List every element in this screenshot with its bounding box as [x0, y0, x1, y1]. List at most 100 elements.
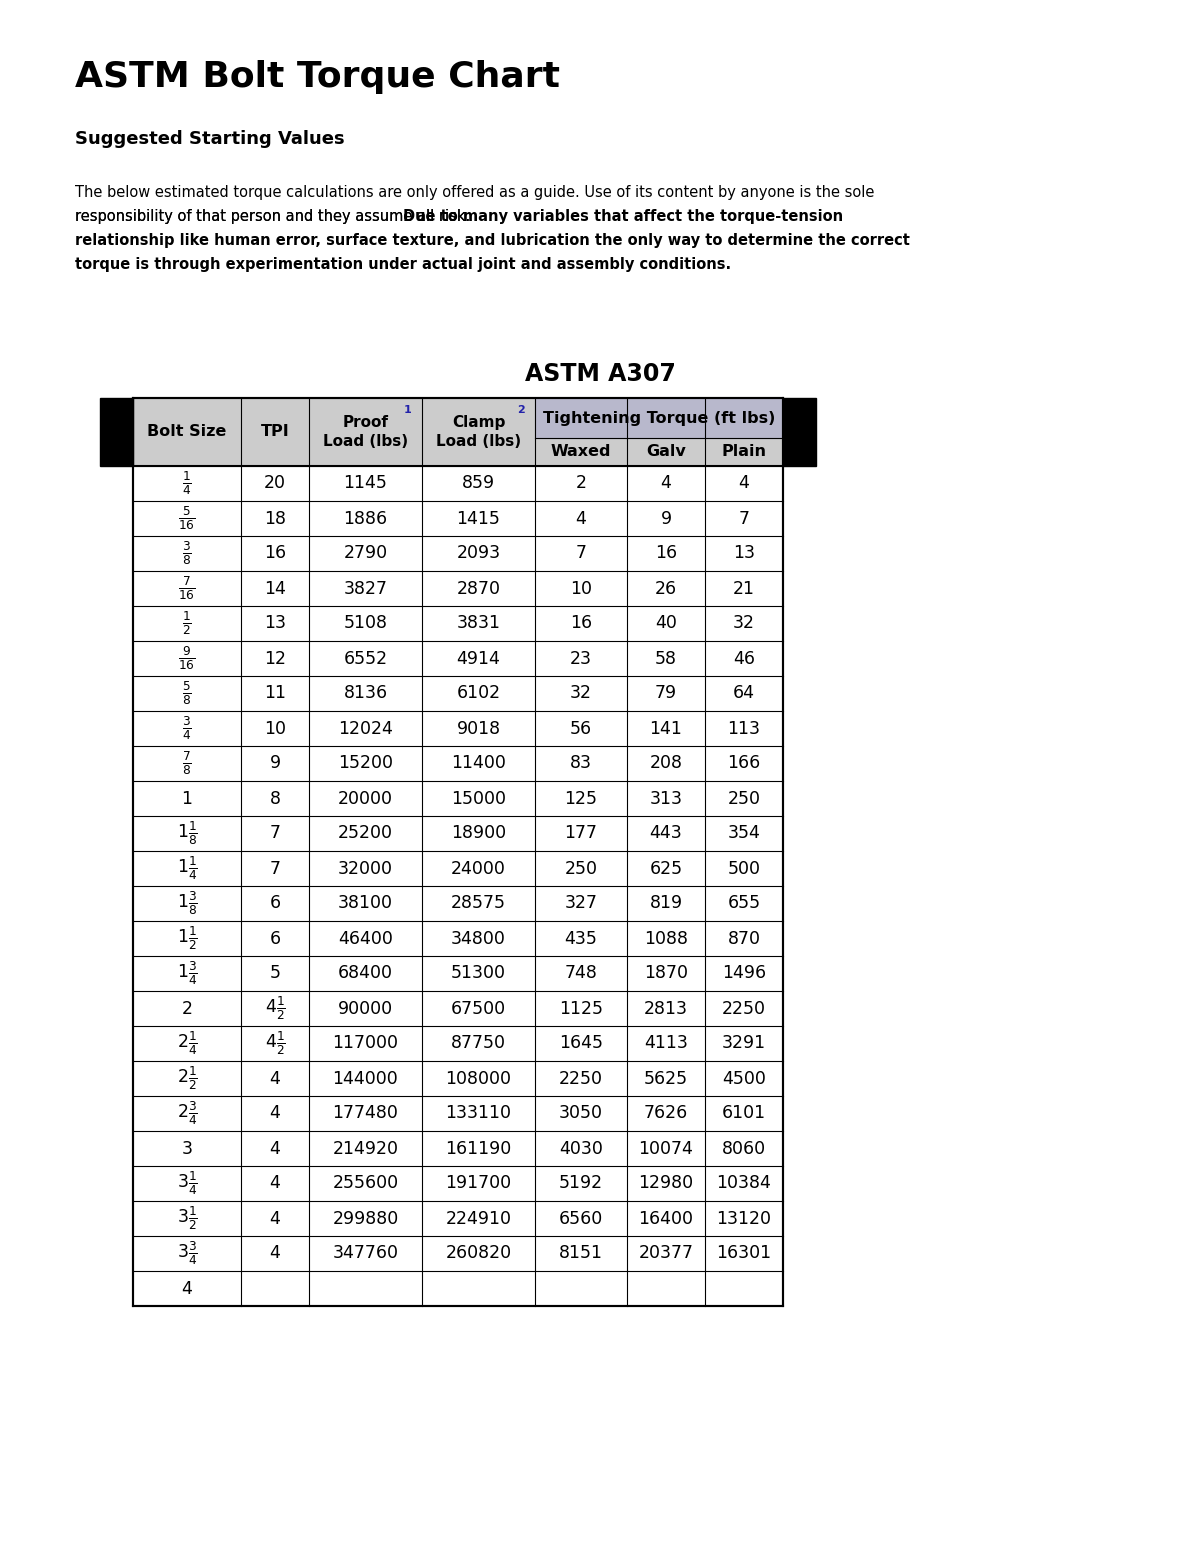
- Text: 6101: 6101: [722, 1104, 766, 1123]
- Text: 177: 177: [564, 825, 598, 842]
- Text: 125: 125: [564, 789, 598, 808]
- Text: 133110: 133110: [445, 1104, 511, 1123]
- Text: 26: 26: [655, 579, 677, 598]
- Bar: [133, 745, 784, 781]
- Text: 68400: 68400: [338, 964, 394, 983]
- Text: 2: 2: [181, 1000, 192, 1017]
- Text: 655: 655: [727, 895, 761, 913]
- Bar: [133, 641, 784, 676]
- Text: 299880: 299880: [332, 1210, 398, 1227]
- Text: 1: 1: [404, 405, 412, 415]
- Text: 1886: 1886: [343, 509, 388, 528]
- Text: Waxed: Waxed: [551, 444, 611, 460]
- Bar: [535, 398, 784, 438]
- Text: responsibility of that person and they assume all risk. Due to many variables th: responsibility of that person and they a…: [74, 210, 970, 224]
- Text: 11: 11: [264, 685, 286, 702]
- Text: 2: 2: [517, 405, 524, 415]
- Bar: [133, 572, 784, 606]
- Text: ASTM A307: ASTM A307: [524, 362, 676, 387]
- Text: 9: 9: [660, 509, 672, 528]
- Text: 6560: 6560: [559, 1210, 604, 1227]
- Text: 13120: 13120: [716, 1210, 772, 1227]
- Text: 5192: 5192: [559, 1174, 604, 1193]
- Text: 3291: 3291: [722, 1034, 766, 1053]
- Text: 12980: 12980: [638, 1174, 694, 1193]
- Text: 4: 4: [270, 1104, 281, 1123]
- Text: 87750: 87750: [451, 1034, 506, 1053]
- Text: 16400: 16400: [638, 1210, 694, 1227]
- Text: 1145: 1145: [343, 475, 388, 492]
- Text: 23: 23: [570, 649, 592, 668]
- Text: Galv: Galv: [646, 444, 686, 460]
- Text: 11400: 11400: [451, 755, 506, 772]
- Text: 3831: 3831: [456, 615, 500, 632]
- Text: 3050: 3050: [559, 1104, 604, 1123]
- Text: 4113: 4113: [644, 1034, 688, 1053]
- Text: $1\frac{3}{8}$: $1\frac{3}{8}$: [176, 890, 197, 918]
- Text: 255600: 255600: [332, 1174, 398, 1193]
- Text: $3\frac{1}{4}$: $3\frac{1}{4}$: [176, 1169, 197, 1197]
- Text: $1\frac{3}{4}$: $1\frac{3}{4}$: [176, 960, 197, 988]
- Text: ASTM Bolt Torque Chart: ASTM Bolt Torque Chart: [74, 61, 560, 95]
- Text: 8: 8: [270, 789, 281, 808]
- Bar: [133, 711, 784, 745]
- Text: Clamp
Load (lbs): Clamp Load (lbs): [436, 415, 521, 449]
- Text: 313: 313: [649, 789, 683, 808]
- Text: 2250: 2250: [722, 1000, 766, 1017]
- Text: torque is through experimentation under actual joint and assembly conditions.: torque is through experimentation under …: [74, 256, 731, 272]
- Text: 250: 250: [564, 859, 598, 877]
- Text: $2\frac{1}{4}$: $2\frac{1}{4}$: [176, 1030, 197, 1058]
- Text: 5625: 5625: [644, 1070, 688, 1087]
- Text: $1\frac{1}{4}$: $1\frac{1}{4}$: [176, 854, 197, 882]
- Text: 5108: 5108: [343, 615, 388, 632]
- Text: 144000: 144000: [332, 1070, 398, 1087]
- Text: 12: 12: [264, 649, 286, 668]
- Bar: [133, 1131, 784, 1166]
- Text: $2\frac{1}{2}$: $2\frac{1}{2}$: [176, 1065, 197, 1092]
- Bar: [133, 536, 784, 572]
- Text: 10074: 10074: [638, 1140, 694, 1157]
- Text: 7626: 7626: [644, 1104, 688, 1123]
- Text: 166: 166: [727, 755, 761, 772]
- Bar: [784, 398, 816, 466]
- Text: $\frac{7}{16}$: $\frac{7}{16}$: [179, 575, 196, 603]
- Text: Tightening Torque (ft lbs): Tightening Torque (ft lbs): [542, 410, 775, 426]
- Text: 34800: 34800: [451, 930, 506, 947]
- Text: 20377: 20377: [638, 1244, 694, 1263]
- Bar: [133, 887, 784, 921]
- Text: 46400: 46400: [338, 930, 392, 947]
- Text: $\frac{5}{16}$: $\frac{5}{16}$: [179, 505, 196, 533]
- Text: 32: 32: [570, 685, 592, 702]
- Text: 113: 113: [727, 719, 761, 738]
- Text: 32000: 32000: [338, 859, 394, 877]
- Text: 191700: 191700: [445, 1174, 511, 1193]
- Text: 819: 819: [649, 895, 683, 913]
- Text: 4: 4: [738, 475, 750, 492]
- Text: $\frac{3}{4}$: $\frac{3}{4}$: [182, 714, 192, 742]
- Text: 8151: 8151: [559, 1244, 604, 1263]
- Bar: [133, 1166, 784, 1200]
- Text: 4: 4: [270, 1140, 281, 1157]
- Bar: [133, 1236, 784, 1270]
- Text: 32: 32: [733, 615, 755, 632]
- Text: $3\frac{3}{4}$: $3\frac{3}{4}$: [176, 1239, 197, 1267]
- Text: 4: 4: [181, 1280, 192, 1297]
- Text: 4030: 4030: [559, 1140, 602, 1157]
- Text: $4\frac{1}{2}$: $4\frac{1}{2}$: [265, 1030, 286, 1058]
- Text: 1645: 1645: [559, 1034, 604, 1053]
- Text: 18900: 18900: [451, 825, 506, 842]
- Text: 870: 870: [727, 930, 761, 947]
- Bar: [133, 676, 784, 711]
- Text: 2813: 2813: [644, 1000, 688, 1017]
- Bar: [133, 466, 784, 502]
- Text: 2: 2: [576, 475, 587, 492]
- Text: $\frac{7}{8}$: $\frac{7}{8}$: [182, 750, 192, 778]
- Text: $1\frac{1}{8}$: $1\frac{1}{8}$: [176, 820, 197, 848]
- Text: 260820: 260820: [445, 1244, 511, 1263]
- Text: 108000: 108000: [445, 1070, 511, 1087]
- Text: 20000: 20000: [338, 789, 394, 808]
- Bar: [133, 851, 784, 887]
- Bar: [133, 1096, 784, 1131]
- Text: 51300: 51300: [451, 964, 506, 983]
- Bar: [133, 1200, 784, 1236]
